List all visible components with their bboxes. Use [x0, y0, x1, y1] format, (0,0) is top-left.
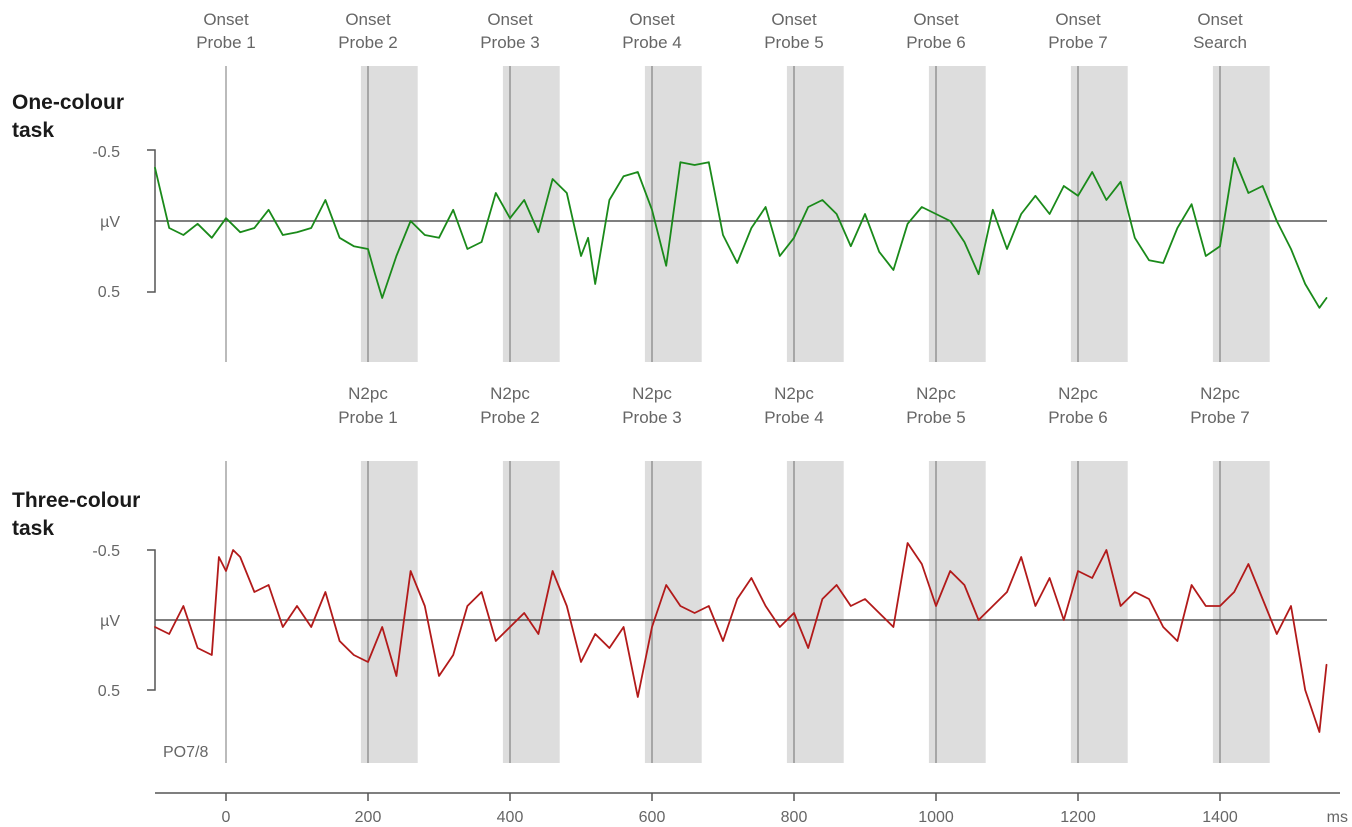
x-tick-label-600: 600	[639, 809, 666, 826]
n2pc-window-2-1	[360, 461, 418, 763]
erp-trace-1	[154, 157, 1328, 309]
n2pc-window-1-5	[928, 66, 986, 362]
event-label-1-7-line1: Onset	[1055, 10, 1101, 29]
y-axis-2	[147, 549, 156, 691]
event-label-2-2-line2: Probe 2	[480, 408, 540, 427]
x-tick-label-800: 800	[781, 809, 808, 826]
event-label-2-4-line2: Probe 4	[764, 408, 824, 427]
n2pc-windows	[360, 66, 1270, 763]
event-label-1-4-line1: Onset	[629, 10, 675, 29]
event-label-2-5-line1: N2pc	[916, 384, 956, 403]
event-label-2-6-line2: Probe 6	[1048, 408, 1108, 427]
panel-title-2-line1: Three-colour	[12, 489, 140, 512]
x-tick-label-1400: 1400	[1202, 809, 1238, 826]
erp-trace-2	[154, 542, 1328, 733]
event-label-1-4-line2: Probe 4	[622, 33, 682, 52]
labels: -0.5 µV 0.5 One-colour task Onset Probe 1 Onset…	[12, 10, 1348, 826]
y-tick-label-2-1: -0.5	[92, 543, 120, 560]
y-tick-label-1-1: -0.5	[92, 144, 120, 161]
event-label-1-2-line1: Onset	[345, 10, 391, 29]
event-label-2-3-line2: Probe 3	[622, 408, 682, 427]
y-tick-label-1-3: 0.5	[98, 284, 120, 301]
panel-title-1-line1: One-colour	[12, 91, 124, 114]
y-tick-label-2-3: 0.5	[98, 683, 120, 700]
panel-title-1-line2: task	[12, 119, 54, 142]
event-label-1-8-line2: Search	[1193, 33, 1247, 52]
event-label-1-1-line1: Onset	[203, 10, 249, 29]
event-label-1-8-line1: Onset	[1197, 10, 1243, 29]
n2pc-window-2-2	[502, 461, 560, 763]
event-label-1-5-line1: Onset	[771, 10, 817, 29]
erp-traces	[154, 157, 1328, 733]
n2pc-window-1-1	[360, 66, 418, 362]
event-label-1-3-line2: Probe 3	[480, 33, 540, 52]
y-tick-label-2-2: µV	[100, 613, 120, 630]
y-axis-1	[147, 149, 156, 293]
x-tick-label-1200: 1200	[1060, 809, 1096, 826]
event-label-2-1-line1: N2pc	[348, 384, 388, 403]
event-label-2-2-line1: N2pc	[490, 384, 530, 403]
event-label-1-5-line2: Probe 5	[764, 33, 824, 52]
n2pc-window-2-7	[1212, 461, 1270, 763]
n2pc-window-1-7	[1212, 66, 1270, 362]
n2pc-window-2-6	[1070, 461, 1128, 763]
x-tick-label-1000: 1000	[918, 809, 954, 826]
event-label-2-6-line1: N2pc	[1058, 384, 1098, 403]
n2pc-window-2-5	[928, 461, 986, 763]
event-label-2-1-line2: Probe 1	[338, 408, 398, 427]
electrode-label: PO7/8	[163, 744, 208, 761]
n2pc-window-1-6	[1070, 66, 1128, 362]
n2pc-window-2-4	[786, 461, 844, 763]
x-tick-label-200: 200	[355, 809, 382, 826]
y-tick-label-1-2: µV	[100, 214, 120, 231]
event-label-1-2-line2: Probe 2	[338, 33, 398, 52]
n2pc-window-1-4	[786, 66, 844, 362]
event-label-2-7-line1: N2pc	[1200, 384, 1240, 403]
event-label-1-1-line2: Probe 1	[196, 33, 256, 52]
event-label-2-3-line1: N2pc	[632, 384, 672, 403]
event-label-1-3-line1: Onset	[487, 10, 533, 29]
event-label-2-5-line2: Probe 5	[906, 408, 966, 427]
x-unit-label: ms	[1327, 809, 1348, 826]
event-label-2-7-line2: Probe 7	[1190, 408, 1250, 427]
event-label-1-6-line1: Onset	[913, 10, 959, 29]
event-label-1-6-line2: Probe 6	[906, 33, 966, 52]
event-label-1-7-line2: Probe 7	[1048, 33, 1108, 52]
axes	[147, 149, 1340, 801]
x-tick-label-400: 400	[497, 809, 524, 826]
x-tick-label-0: 0	[222, 809, 231, 826]
panel-title-2-line2: task	[12, 517, 54, 540]
event-label-2-4-line1: N2pc	[774, 384, 814, 403]
